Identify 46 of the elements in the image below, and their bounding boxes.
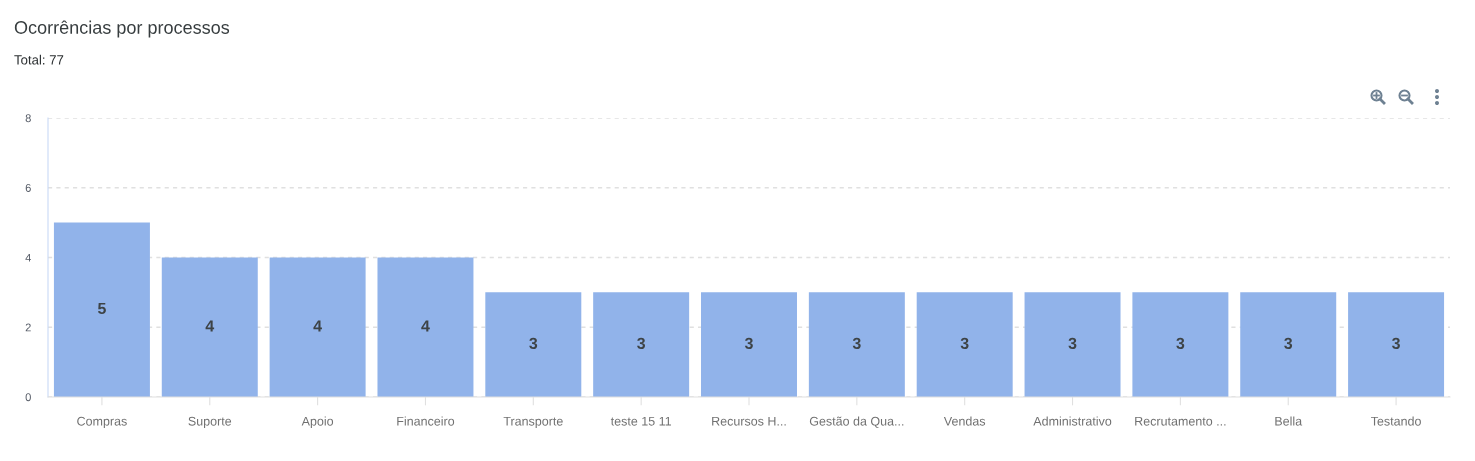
x-tick-label: Compras <box>77 416 127 429</box>
data-label: 3 <box>1284 337 1293 349</box>
x-tick-label: Bella <box>1275 416 1303 426</box>
data-label: 3 <box>1392 337 1400 349</box>
x-tick-label: Gestão da Qua... <box>809 416 904 428</box>
bar <box>808 292 905 397</box>
x-tick-label: Apoio <box>301 416 334 429</box>
bar <box>1240 292 1337 397</box>
x-tick-label: Vendas <box>943 416 986 426</box>
data-label: 3 <box>637 337 646 349</box>
y-tick-label: 6 <box>25 184 31 192</box>
chart-title: Ocorrências por processos <box>14 20 230 38</box>
x-tick-label: Administrativo <box>1033 416 1112 426</box>
x-tick-label: Testando <box>1371 416 1421 426</box>
x-tick-label: Transporte <box>503 416 563 429</box>
data-label: 3 <box>852 337 861 349</box>
bar <box>1348 292 1445 397</box>
chart-subtitle: Total: 77 <box>14 54 64 65</box>
x-tick-label: Financeiro <box>397 416 455 426</box>
bar <box>701 292 797 397</box>
bar <box>377 257 474 397</box>
bar <box>161 257 258 397</box>
bar <box>593 292 690 397</box>
data-label: 3 <box>744 337 753 349</box>
data-label: 3 <box>1068 337 1077 349</box>
data-label: 3 <box>1176 337 1185 349</box>
data-label: 5 <box>97 302 106 315</box>
y-tick-label: 4 <box>25 253 32 262</box>
data-label: 3 <box>960 337 969 349</box>
x-tick-label: teste 15 11 <box>610 416 672 426</box>
y-tick-label: 8 <box>25 114 31 123</box>
data-label: 4 <box>421 320 430 332</box>
x-tick-label: Recrutamento ... <box>1135 416 1226 426</box>
bar <box>916 292 1013 397</box>
y-tick-label: 2 <box>25 323 31 332</box>
bar <box>1132 292 1229 397</box>
x-tick-label: Suporte <box>188 416 232 429</box>
bar <box>269 257 366 397</box>
bar <box>53 222 150 397</box>
data-label: 4 <box>205 320 215 332</box>
bar <box>485 292 582 397</box>
x-tick-label: Recursos H... <box>712 416 786 426</box>
data-label: 3 <box>529 337 538 349</box>
y-tick-label: 0 <box>25 393 31 402</box>
data-label: 4 <box>313 320 322 332</box>
bar <box>1024 292 1121 397</box>
